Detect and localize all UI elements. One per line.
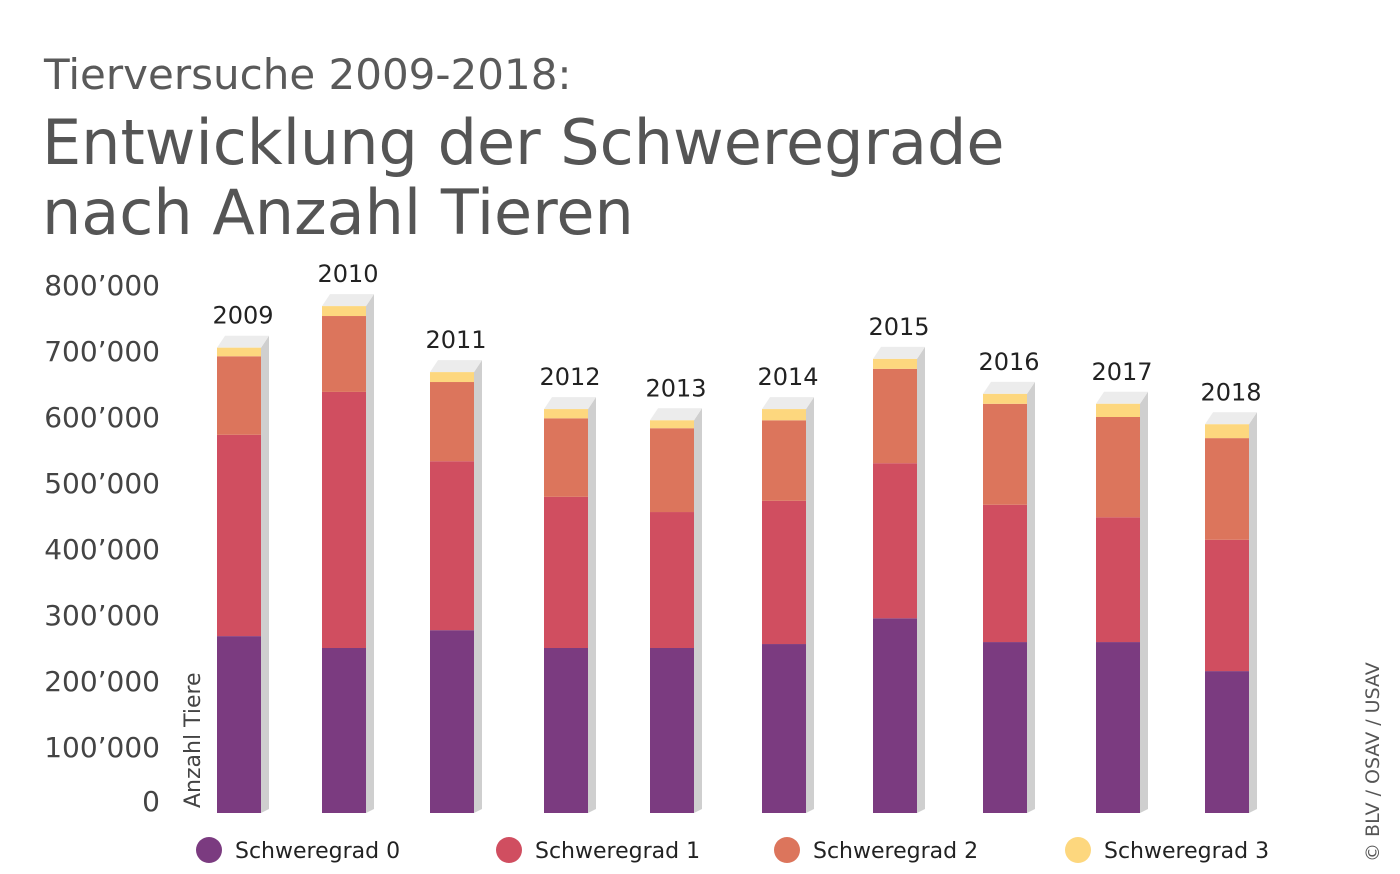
bar-side-2014: [806, 397, 814, 813]
bar-segment-2014-s1: [762, 500, 806, 645]
bar-segment-2015-s0: [873, 618, 917, 813]
bar-side-2015: [917, 346, 925, 813]
y-axis-label: Anzahl Tiere: [181, 672, 206, 808]
bar-segment-2009-s1: [217, 434, 261, 637]
bar-side-2011: [474, 360, 482, 813]
y-tick-label: 700’000: [44, 335, 160, 368]
bar-side-2016: [1027, 381, 1035, 813]
bar-segment-2010-s0: [322, 648, 366, 813]
bar-top-2014: [762, 397, 814, 410]
y-tick-label: 100’000: [44, 731, 160, 764]
bar-segment-2014-s0: [762, 644, 806, 813]
bar-segment-2017-s2: [1096, 417, 1140, 518]
category-label: 2009: [212, 302, 273, 330]
bar-segment-2009-s3: [217, 347, 261, 357]
bar-segment-2015-s1: [873, 463, 917, 619]
bar-segment-2011-s3: [430, 372, 474, 383]
category-label: 2018: [1200, 378, 1261, 406]
category-label: 2016: [978, 348, 1039, 376]
y-tick-label: 0: [142, 785, 160, 818]
bar-segment-2014-s3: [762, 409, 806, 421]
y-tick-label: 400’000: [44, 533, 160, 566]
bar-segment-2016-s3: [983, 393, 1027, 404]
bar-segment-2018-s1: [1205, 539, 1249, 672]
category-label: 2010: [317, 260, 378, 288]
bar-segment-2018-s2: [1205, 438, 1249, 540]
bar-segment-2010-s2: [322, 316, 366, 392]
bar-side-2017: [1140, 391, 1148, 813]
bar-top-2016: [983, 381, 1035, 394]
bar-segment-2016-s0: [983, 642, 1027, 813]
bar-segment-2010-s3: [322, 306, 366, 317]
chart-subtitle: Entwicklung der Schweregrade nach Anzahl…: [42, 108, 1004, 248]
bar-segment-2018-s0: [1205, 671, 1249, 813]
y-tick-label: 300’000: [44, 599, 160, 632]
bar-segment-2016-s2: [983, 403, 1027, 505]
bar-side-2009: [261, 335, 269, 813]
subtitle-line-1: Entwicklung der Schweregrade: [42, 106, 1005, 179]
category-label: 2011: [425, 326, 486, 354]
bar-side-2013: [694, 408, 702, 813]
legend-marker: [196, 837, 222, 863]
bar-top-2011: [430, 360, 482, 373]
bar-segment-2016-s1: [983, 504, 1027, 643]
y-tick-label: 800’000: [44, 269, 160, 302]
y-tick-label: 200’000: [44, 665, 160, 698]
bar-segment-2018-s3: [1205, 424, 1249, 439]
bar-side-2012: [588, 397, 596, 813]
y-tick-label: 600’000: [44, 401, 160, 434]
category-label: 2017: [1091, 358, 1152, 386]
bar-segment-2015-s3: [873, 358, 917, 369]
bar-segment-2017-s1: [1096, 517, 1140, 643]
bar-top-2009: [217, 335, 269, 348]
legend-label: Schweregrad 2: [813, 839, 978, 864]
category-label: 2013: [645, 374, 706, 402]
y-tick-label: 500’000: [44, 467, 160, 500]
bar-segment-2013-s1: [650, 512, 694, 648]
subtitle-line-2: nach Anzahl Tieren: [42, 176, 634, 249]
bar-segment-2011-s2: [430, 382, 474, 462]
chart-title: Tierversuche 2009-2018:: [44, 50, 572, 99]
bar-segment-2012-s0: [544, 648, 588, 813]
bar-segment-2012-s2: [544, 418, 588, 497]
bar-top-2013: [650, 408, 702, 421]
category-label: 2015: [868, 313, 929, 341]
bar-segment-2017-s3: [1096, 403, 1140, 417]
legend-marker: [496, 837, 522, 863]
bar-segment-2015-s2: [873, 368, 917, 464]
category-label: 2014: [757, 363, 818, 391]
bar-segment-2009-s2: [217, 356, 261, 435]
bar-segment-2011-s0: [430, 630, 474, 813]
bar-top-2010: [322, 294, 374, 307]
legend-label: Schweregrad 1: [535, 839, 700, 864]
bar-side-2018: [1249, 412, 1257, 813]
bar-top-2012: [544, 397, 596, 410]
legend-marker: [1065, 837, 1091, 863]
category-label: 2012: [539, 363, 600, 391]
legend-label: Schweregrad 0: [235, 839, 400, 864]
bar-segment-2012-s3: [544, 409, 588, 419]
bar-segment-2017-s0: [1096, 642, 1140, 813]
bar-segment-2009-s0: [217, 636, 261, 813]
bar-top-2015: [873, 346, 925, 359]
copyright-credit: © BLV / OSAV / USAV: [1362, 662, 1384, 862]
bar-segment-2013-s0: [650, 648, 694, 813]
bar-segment-2013-s2: [650, 428, 694, 513]
bar-segment-2012-s1: [544, 496, 588, 648]
bar-top-2017: [1096, 391, 1148, 404]
bar-segment-2013-s3: [650, 420, 694, 429]
bar-segment-2010-s1: [322, 391, 366, 648]
bar-top-2018: [1205, 412, 1257, 425]
bar-segment-2011-s1: [430, 461, 474, 631]
bar-side-2010: [366, 294, 374, 813]
legend-marker: [774, 837, 800, 863]
legend-label: Schweregrad 3: [1104, 839, 1269, 864]
bar-segment-2014-s2: [762, 420, 806, 501]
